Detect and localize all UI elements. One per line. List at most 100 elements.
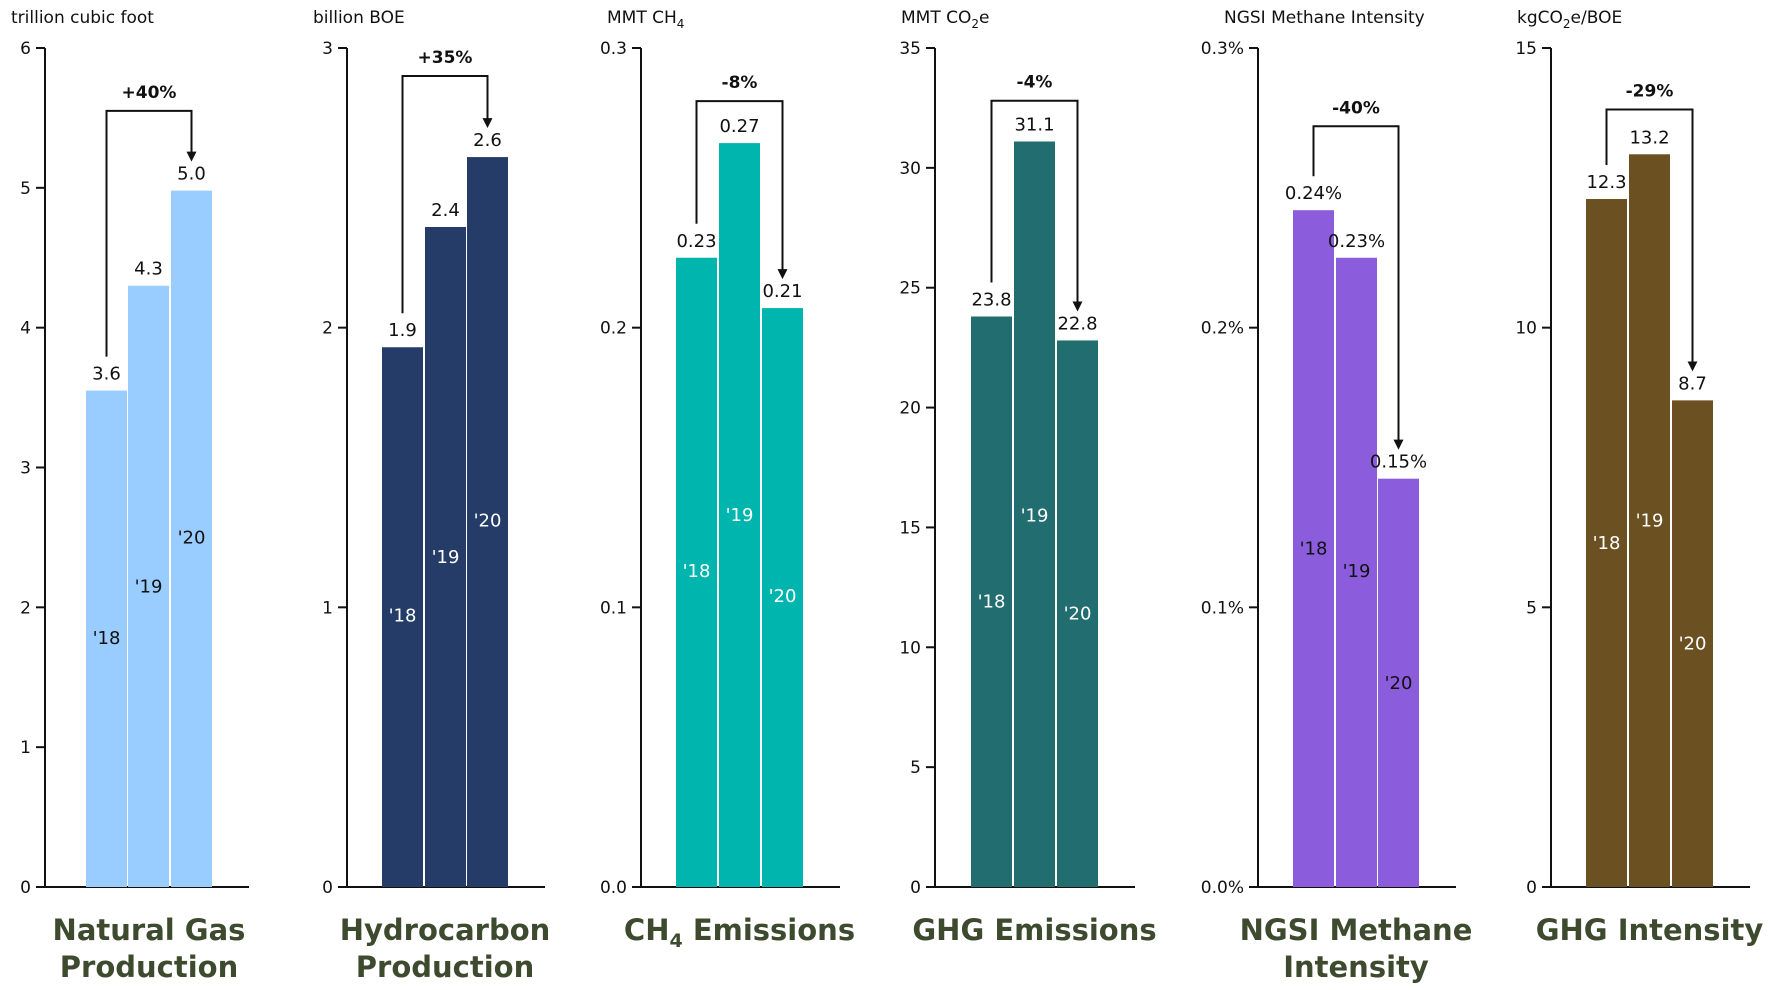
year-label: '19 — [1343, 561, 1371, 582]
bar-19 — [719, 143, 760, 887]
data-label: 12.3 — [1586, 172, 1626, 193]
chart-title: NGSI Methane — [1240, 913, 1473, 947]
bar-20 — [1672, 400, 1713, 887]
chart-3: MMT CO2e 0 5 10 15 20 25 30 35 23.8 '18 31.1 '19 22.8… — [899, 8, 1156, 947]
year-label: '19 — [432, 547, 460, 568]
data-label: 4.3 — [134, 259, 163, 280]
y-tick-label: 1 — [322, 598, 333, 618]
change-label: -8% — [722, 73, 758, 93]
change-bracket-arrow — [990, 99, 1083, 312]
year-label: '19 — [726, 505, 754, 526]
chart-title: Production — [356, 950, 534, 984]
data-label: 13.2 — [1629, 127, 1669, 148]
year-label: '18 — [389, 606, 417, 627]
unit-label: trillion cubic foot — [11, 8, 154, 28]
y-tick-label: 10 — [899, 638, 921, 658]
year-label: '19 — [1021, 505, 1049, 526]
data-label: 1.9 — [388, 320, 417, 341]
chart-title: CH4 Emissions — [624, 913, 855, 952]
chart-title: GHG Intensity — [1536, 913, 1764, 947]
y-tick-label: 35 — [899, 39, 921, 59]
bar-20 — [467, 157, 508, 887]
y-tick-label: 0 — [1526, 878, 1537, 898]
unit-label: kgCO2e/BOE — [1517, 8, 1622, 31]
y-tick-label: 10 — [1515, 319, 1537, 339]
y-tick-label: 3 — [322, 39, 333, 59]
change-bracket-arrow — [1312, 125, 1404, 450]
change-label: -29% — [1626, 82, 1674, 102]
data-label: 2.6 — [473, 130, 502, 151]
data-label: 0.23 — [676, 231, 716, 252]
chart-2: MMT CH4 0.0 0.1 0.2 0.3 0.23 '18 0.27 '19 0.21 '20… — [600, 8, 855, 952]
year-label: '18 — [683, 561, 711, 582]
unit-label: MMT CO2e — [901, 8, 989, 31]
data-label: 5.0 — [177, 164, 206, 185]
year-label: '20 — [474, 511, 502, 532]
bar-20 — [762, 308, 803, 888]
bar-18 — [676, 257, 717, 887]
change-label: -4% — [1017, 73, 1053, 93]
change-label: +40% — [122, 83, 177, 103]
unit-label: MMT CH4 — [607, 8, 684, 31]
bar-19 — [425, 226, 466, 887]
bar-20 — [1057, 340, 1098, 887]
chart-1: billion BOE 0 1 2 3 1.9 '18 2.4 '19 2.6 '20 +35% Hyd… — [313, 8, 550, 984]
bar-19 — [128, 285, 169, 887]
y-tick-label: 6 — [20, 39, 31, 59]
year-label: '19 — [135, 576, 163, 597]
y-tick-label: 0 — [322, 878, 333, 898]
year-label: '20 — [769, 586, 797, 607]
bar-20 — [1378, 478, 1419, 887]
y-tick-label: 3 — [20, 459, 31, 479]
unit-label: billion BOE — [313, 8, 405, 28]
y-tick-label: 0.1 — [600, 598, 627, 618]
y-tick-label: 0 — [910, 878, 921, 898]
bar-18 — [1293, 210, 1334, 887]
change-bracket-arrow — [695, 100, 788, 280]
chart-4: NGSI Methane Intensity 0.0% 0.1% 0.2% 0.3% 0.… — [1201, 8, 1473, 984]
change-label: +35% — [418, 48, 473, 68]
y-tick-label: 0.3% — [1201, 39, 1244, 59]
data-label: 22.8 — [1057, 313, 1097, 334]
year-label: '20 — [1064, 604, 1092, 625]
y-tick-label: 0.2% — [1201, 319, 1244, 339]
unit-label: NGSI Methane Intensity — [1224, 8, 1425, 28]
y-tick-label: 5 — [1526, 598, 1537, 618]
data-label: 8.7 — [1678, 373, 1707, 394]
change-label: -40% — [1332, 98, 1380, 118]
data-label: 0.27 — [719, 116, 759, 137]
year-label: '20 — [1679, 634, 1707, 655]
y-tick-label: 25 — [899, 279, 921, 299]
y-tick-label: 4 — [20, 319, 31, 339]
year-label: '19 — [1636, 511, 1664, 532]
chart-title: Natural Gas — [53, 913, 246, 947]
data-label: 31.1 — [1014, 114, 1054, 135]
bar-19 — [1336, 257, 1377, 887]
year-label: '18 — [1300, 539, 1328, 560]
data-label: 3.6 — [92, 364, 121, 385]
y-tick-label: 2 — [20, 598, 31, 618]
bar-19 — [1629, 154, 1670, 888]
y-tick-label: 15 — [1515, 39, 1537, 59]
bar-18 — [971, 316, 1012, 888]
y-tick-label: 30 — [899, 159, 921, 179]
year-label: '18 — [1593, 533, 1621, 554]
year-label: '18 — [93, 628, 121, 649]
y-tick-label: 2 — [322, 319, 333, 339]
bar-20 — [171, 190, 212, 887]
data-label: 0.23% — [1328, 231, 1385, 252]
data-label: 0.21 — [762, 281, 802, 302]
year-label: '20 — [178, 527, 206, 548]
bar-18 — [86, 390, 127, 887]
y-tick-label: 20 — [899, 399, 921, 419]
data-label: 0.15% — [1370, 452, 1427, 473]
y-tick-label: 0.2 — [600, 319, 627, 339]
y-tick-label: 15 — [899, 518, 921, 538]
y-tick-label: 1 — [20, 738, 31, 758]
y-tick-label: 5 — [20, 179, 31, 199]
chart-title: GHG Emissions — [912, 913, 1156, 947]
chart-0: trillion cubic foot 0 1 2 3 4 5 6 3.6 '18 4.3 '19 5.… — [11, 8, 249, 984]
chart-title: Production — [60, 950, 238, 984]
data-label: 2.4 — [431, 200, 460, 221]
year-label: '20 — [1385, 673, 1413, 694]
